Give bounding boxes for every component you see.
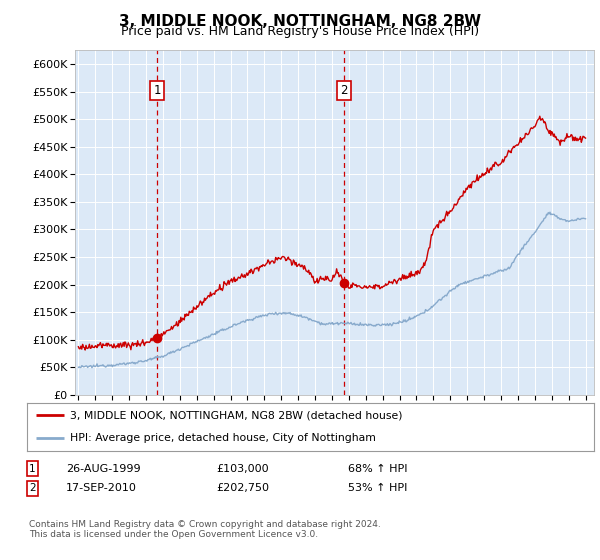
Text: Contains HM Land Registry data © Crown copyright and database right 2024.
This d: Contains HM Land Registry data © Crown c… <box>29 520 380 539</box>
Text: 26-AUG-1999: 26-AUG-1999 <box>66 464 140 474</box>
Text: 2: 2 <box>340 84 348 97</box>
Text: 17-SEP-2010: 17-SEP-2010 <box>66 483 137 493</box>
Text: £202,750: £202,750 <box>216 483 269 493</box>
Text: 1: 1 <box>153 84 161 97</box>
Text: £103,000: £103,000 <box>216 464 269 474</box>
Text: 2: 2 <box>29 483 35 493</box>
Text: 3, MIDDLE NOOK, NOTTINGHAM, NG8 2BW (detached house): 3, MIDDLE NOOK, NOTTINGHAM, NG8 2BW (det… <box>70 410 402 420</box>
Text: 3, MIDDLE NOOK, NOTTINGHAM, NG8 2BW: 3, MIDDLE NOOK, NOTTINGHAM, NG8 2BW <box>119 14 481 29</box>
Text: HPI: Average price, detached house, City of Nottingham: HPI: Average price, detached house, City… <box>70 433 376 443</box>
Text: 1: 1 <box>29 464 35 474</box>
Text: 68% ↑ HPI: 68% ↑ HPI <box>348 464 407 474</box>
Text: 53% ↑ HPI: 53% ↑ HPI <box>348 483 407 493</box>
Text: Price paid vs. HM Land Registry's House Price Index (HPI): Price paid vs. HM Land Registry's House … <box>121 25 479 38</box>
